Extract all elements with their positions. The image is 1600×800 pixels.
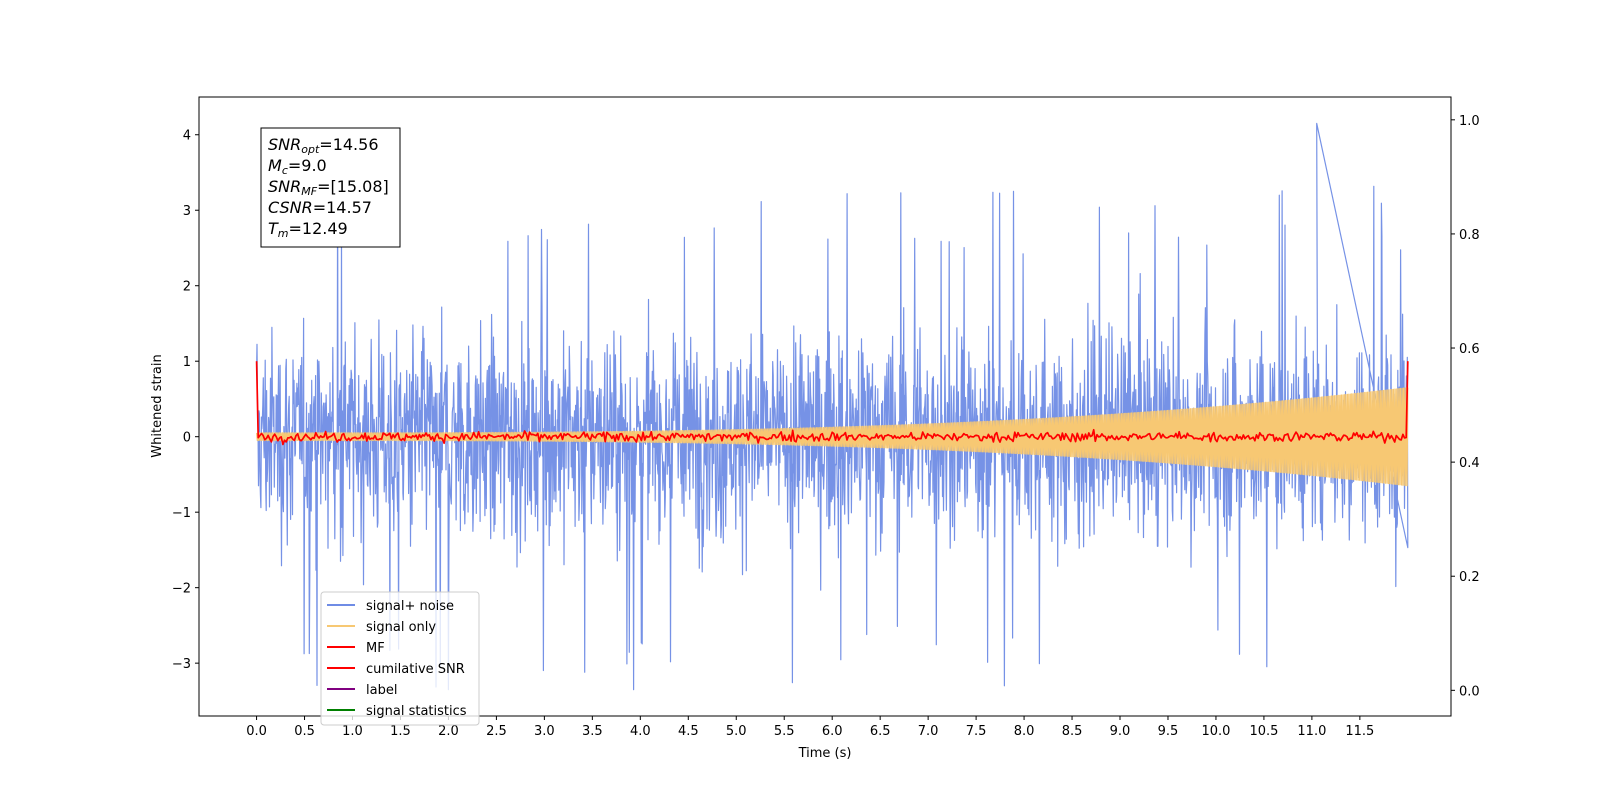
x-tick-label: 2.0 — [438, 724, 459, 739]
info-symbol: M — [268, 156, 282, 175]
info-subscript: opt — [301, 143, 320, 156]
y-axis-right: 0.0 0.2 0.4 0.6 0.8 1.0 — [1451, 114, 1480, 699]
x-tick-label: 9.0 — [1110, 724, 1131, 739]
x-tick-label: 11.0 — [1297, 724, 1326, 739]
info-subscript: MF — [301, 185, 317, 198]
y2-tick-label: 0.0 — [1459, 684, 1480, 699]
info-line: Tm=12.49 — [268, 219, 348, 240]
plot-frame — [198, 96, 1452, 717]
y-axis-title: Whitened strain — [150, 354, 165, 457]
legend-frame — [320, 591, 480, 726]
info-box: SNRopt=14.56Mc=9.0SNRMF=[15.08]CSNR=14.5… — [260, 127, 401, 248]
legend-label: signal only — [366, 620, 436, 635]
y2-tick-label: 1.0 — [1459, 114, 1480, 129]
x-tick-label: 10.5 — [1249, 724, 1278, 739]
legend: signal+ noise signal only MF cumilative SNR… — [320, 591, 480, 726]
y-tick-label: 2 — [183, 280, 191, 295]
y2-tick-label: 0.4 — [1459, 456, 1480, 471]
x-tick-label: 1.0 — [342, 724, 363, 739]
x-tick-label: 11.5 — [1345, 724, 1374, 739]
x-tick-label: 9.5 — [1158, 724, 1179, 739]
info-box-frame — [260, 127, 401, 248]
info-line: SNRopt=14.56 — [268, 135, 379, 156]
x-axis-title: Time (s) — [798, 746, 852, 761]
info-line: Mc=9.0 — [268, 156, 327, 177]
info-symbol: T — [268, 219, 279, 238]
y-tick-label: −2 — [172, 582, 191, 597]
y-tick-label: 4 — [183, 129, 191, 144]
y-tick-label: 0 — [183, 431, 191, 446]
x-tick-label: 0.5 — [294, 724, 315, 739]
x-tick-label: 5.5 — [774, 724, 795, 739]
y2-tick-label: 0.2 — [1459, 570, 1480, 585]
info-subscript: c — [282, 164, 288, 177]
y-tick-label: 3 — [183, 204, 191, 219]
y2-tick-label: 0.8 — [1459, 228, 1480, 243]
y-tick-label: −1 — [172, 506, 191, 521]
legend-label: signal+ noise — [366, 599, 454, 614]
info-value: =12.49 — [289, 219, 348, 238]
info-symbol: CSNR — [268, 198, 313, 217]
x-tick-label: 10.0 — [1201, 724, 1230, 739]
info-line: SNRMF=[15.08] — [268, 177, 389, 198]
y-axis-left: −3 −2 −1 0 1 2 3 4 — [172, 129, 199, 672]
x-tick-label: 6.5 — [870, 724, 891, 739]
y2-tick-label: 0.6 — [1459, 342, 1480, 357]
info-symbol: SNR — [268, 135, 301, 154]
x-tick-label: 4.5 — [678, 724, 699, 739]
info-line: CSNR=14.57 — [268, 198, 372, 217]
x-tick-label: 8.5 — [1062, 724, 1083, 739]
x-tick-label: 2.5 — [486, 724, 507, 739]
x-tick-label: 7.0 — [918, 724, 939, 739]
info-value: =14.56 — [319, 135, 378, 154]
legend-label: cumilative SNR — [366, 662, 465, 677]
series-mf — [255, 361, 1409, 446]
info-value: =14.57 — [313, 198, 372, 217]
x-tick-label: 4.0 — [630, 724, 651, 739]
y-tick-label: 1 — [183, 355, 191, 370]
info-value: =9.0 — [288, 156, 327, 175]
x-tick-label: 5.0 — [726, 724, 747, 739]
x-tick-label: 8.0 — [1014, 724, 1035, 739]
info-subscript: m — [278, 227, 289, 240]
x-tick-label: 1.5 — [390, 724, 411, 739]
legend-label: signal statistics — [366, 704, 467, 719]
x-tick-label: 0.0 — [246, 724, 267, 739]
info-symbol: SNR — [268, 177, 301, 196]
legend-label: label — [366, 683, 397, 698]
x-tick-label: 6.0 — [822, 724, 843, 739]
x-axis: 0.0 0.5 1.0 1.5 2.0 2.5 3.0 3.5 4.0 4.5 5.0 5.5 6.0 6… — [246, 716, 1374, 739]
x-tick-label: 3.0 — [534, 724, 555, 739]
legend-label: MF — [366, 641, 385, 656]
x-tick-label: 7.5 — [966, 724, 987, 739]
x-tick-label: 3.5 — [582, 724, 603, 739]
info-value: =[15.08] — [317, 177, 389, 196]
y-tick-label: −3 — [172, 657, 191, 672]
